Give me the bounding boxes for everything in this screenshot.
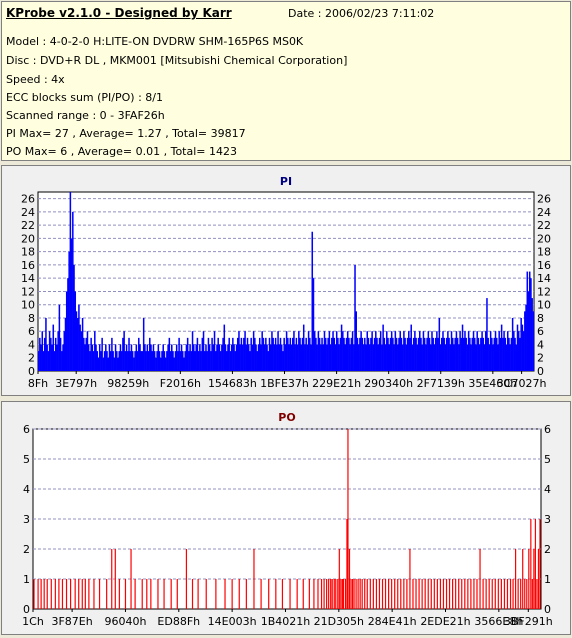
pi-x-tick-label: 229E21h (312, 377, 361, 390)
pi-y-tick-label-right: 20 (537, 232, 551, 245)
pi-y-tick-label-right: 18 (537, 246, 551, 259)
pi-y-tick-label-left: 4 (28, 338, 35, 351)
pi-y-tick-label-right: 22 (537, 219, 551, 232)
pi-y-tick-label-left: 16 (21, 259, 35, 272)
pi-y-tick-label-left: 22 (21, 219, 35, 232)
po-chart-title: PO (278, 411, 295, 424)
po-x-tick-label: 284E41h (368, 615, 417, 628)
pi-y-tick-label-left: 26 (21, 193, 35, 206)
po-y-tick-label-right: 4 (544, 483, 551, 496)
pi-y-tick-label-left: 12 (21, 285, 35, 298)
po-x-tick-label: 1Ch (22, 615, 44, 628)
pi-y-tick-label-right: 4 (537, 338, 544, 351)
pi-x-tick-label: 2F7139h (417, 377, 465, 390)
po-x-tick-label: 14E003h (208, 615, 257, 628)
pi-x-tick-label: 154683h (208, 377, 257, 390)
po-x-tick-label: 3BF291h (504, 615, 553, 628)
po-plot-area (32, 428, 542, 610)
pi-y-tick-label-right: 2 (537, 352, 544, 365)
pi-y-tick-label-left: 18 (21, 246, 35, 259)
po-x-tick-label: ED88Fh (157, 615, 200, 628)
pi-y-tick-label-left: 6 (28, 325, 35, 338)
pi-x-tick-label: 290340h (364, 377, 413, 390)
pi-y-tick-label-left: 20 (21, 232, 35, 245)
po-y-tick-label-left: 5 (23, 453, 30, 466)
pi-y-tick-label-right: 0 (537, 365, 544, 378)
po-x-tick-label: 2EDE21h (420, 615, 470, 628)
po-y-tick-label-right: 2 (544, 543, 551, 556)
pi-y-tick-label-left: 0 (28, 365, 35, 378)
disc-type: Disc : DVD+R DL , MKM001 [Mitsubishi Che… (6, 54, 348, 67)
pi-x-tick-label: F2016h (160, 377, 201, 390)
po-x-tick-label: 96040h (104, 615, 146, 628)
pi-chart-panel: PI 0 0 2 2 4 4 6 6 8 8 10 10 12 12 14 14 16 16 18 18 20 20 22 22… (1, 165, 571, 396)
po-y-tick-label-left: 6 (23, 423, 30, 436)
pi-y-tick-label-left: 2 (28, 352, 35, 365)
scan-date: Date : 2006/02/23 7:11:02 (288, 7, 435, 20)
po-y-tick-label-left: 1 (23, 573, 30, 586)
scan-speed: Speed : 4x (6, 73, 65, 86)
pi-y-tick-label-right: 12 (537, 285, 551, 298)
app-title: KProbe v2.1.0 - Designed by Karr (6, 6, 232, 20)
po-y-tick-label-right: 6 (544, 423, 551, 436)
pi-y-tick-label-right: 14 (537, 272, 551, 285)
po-y-tick-label-right: 5 (544, 453, 551, 466)
po-x-tick-label: 1B4021h (261, 615, 311, 628)
pi-y-tick-label-right: 24 (537, 206, 551, 219)
drive-model: Model : 4-0-2-0 H:LITE-ON DVDRW SHM-165P… (6, 35, 304, 48)
po-chart-panel: PO 0 0 1 1 2 2 3 3 4 4 5 5 6 6 1Ch 3F87Eh 96040h ED88Fh 14E… (1, 401, 571, 635)
pi-y-tick-label-right: 26 (537, 193, 551, 206)
po-y-tick-label-left: 0 (23, 603, 30, 616)
po-y-tick-label-right: 0 (544, 603, 551, 616)
pi-y-tick-label-left: 8 (28, 312, 35, 325)
pi-chart-title: PI (280, 175, 292, 188)
pi-x-tick-label: 35E460h (468, 377, 517, 390)
pi-y-tick-label-left: 24 (21, 206, 35, 219)
po-x-tick-label: 3F87Eh (51, 615, 92, 628)
pi-summary: PI Max= 27 , Average= 1.27 , Total= 3981… (6, 127, 246, 140)
ecc-blocks: ECC blocks sum (PI/PO) : 8/1 (6, 91, 163, 104)
scan-info-panel: KProbe v2.1.0 - Designed by Karr Date : … (1, 1, 571, 161)
po-y-tick-label-left: 4 (23, 483, 30, 496)
pi-x-tick-label: 98259h (107, 377, 149, 390)
pi-x-tick-label: 8Fh (28, 377, 48, 390)
po-chart: PO 0 0 1 1 2 2 3 3 4 4 5 5 6 6 1Ch 3F87Eh 96040h ED88Fh 14E… (22, 411, 553, 628)
po-y-tick-label-right: 3 (544, 513, 551, 526)
pi-y-tick-label-right: 16 (537, 259, 551, 272)
pi-y-tick-label-right: 8 (537, 312, 544, 325)
scanned-range: Scanned range : 0 - 3FAF26h (6, 109, 165, 122)
pi-y-tick-label-right: 6 (537, 325, 544, 338)
po-x-tick-label: 3566E8h (474, 615, 523, 628)
pi-x-tick-label: 3E797h (55, 377, 97, 390)
po-y-tick-label-left: 3 (23, 513, 30, 526)
pi-x-tick-label: 3C7027h (497, 377, 547, 390)
pi-y-tick-label-left: 14 (21, 272, 35, 285)
pi-y-tick-label-left: 10 (21, 299, 35, 312)
po-x-tick-label: 21D305h (314, 615, 364, 628)
po-summary: PO Max= 6 , Average= 0.01 , Total= 1423 (6, 145, 237, 158)
pi-x-tick-label: 1BFE37h (260, 377, 309, 390)
po-y-tick-label-right: 1 (544, 573, 551, 586)
pi-y-tick-label-right: 10 (537, 299, 551, 312)
po-y-tick-label-left: 2 (23, 543, 30, 556)
